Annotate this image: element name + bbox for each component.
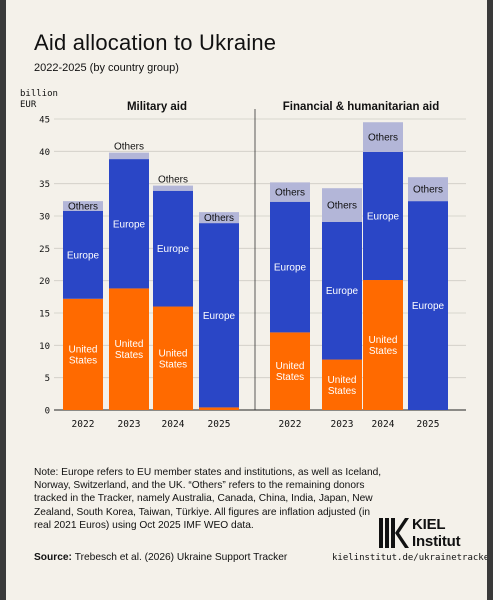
segment-label: Others	[327, 201, 357, 212]
segment-label: United	[328, 375, 357, 386]
y-tick-label: 0	[45, 407, 50, 417]
y-tick-label: 35	[39, 180, 50, 190]
source-label: Source:	[34, 552, 72, 563]
segment-label: United	[69, 344, 98, 355]
x-tick-label: 2022	[279, 419, 302, 430]
bar-segment	[322, 188, 362, 222]
y-unit-label-line-1: billion	[20, 89, 58, 99]
bar-segment	[408, 177, 448, 202]
segment-label: States	[328, 386, 356, 397]
bar-segment	[109, 159, 149, 289]
y-tick-label: 45	[39, 116, 50, 126]
bar-segment	[109, 152, 149, 160]
x-tick-label: 2024	[372, 419, 395, 430]
segment-label: States	[115, 350, 143, 361]
bar-segment	[153, 306, 193, 410]
segment-label: States	[159, 359, 187, 370]
panel-title: Military aid	[127, 101, 187, 113]
panel-title: Financial & humanitarian aid	[283, 101, 440, 113]
bar-segment	[408, 201, 448, 410]
chart-source: Source: Trebesch et al. (2026) Ukraine S…	[34, 552, 287, 563]
logo-text: KIEL Institut	[412, 516, 461, 550]
bar-segment	[63, 201, 103, 211]
bar-segment	[199, 212, 239, 224]
segment-label: States	[69, 355, 97, 366]
bar-segment	[270, 182, 310, 202]
x-tick-label: 2025	[417, 419, 440, 430]
segment-label: Europe	[203, 311, 236, 322]
y-tick-label: 10	[39, 342, 50, 352]
segment-label: Europe	[157, 244, 190, 255]
bar-segment	[363, 280, 403, 410]
bar-segment	[109, 288, 149, 410]
y-tick-label: 25	[39, 245, 50, 255]
segment-label: Europe	[113, 219, 146, 230]
segment-label: Others	[68, 201, 98, 212]
bar-segment	[270, 332, 310, 410]
segment-label: Europe	[326, 286, 359, 297]
segment-label: United	[276, 361, 305, 372]
kiel-institut-logo: KIEL Institut	[378, 516, 468, 552]
bar-segment	[322, 221, 362, 360]
bar-segment	[363, 151, 403, 281]
chart-subtitle: 2022-2025 (by country group)	[34, 62, 179, 74]
source-url: kielinstitut.de/ukrainetracker	[332, 553, 487, 563]
bar-segment	[153, 185, 193, 191]
bar-segment	[270, 201, 310, 333]
logo-line-2: Institut	[412, 533, 461, 550]
segment-label: States	[369, 346, 397, 357]
segment-label: States	[276, 372, 304, 383]
bar-segment	[153, 190, 193, 307]
segment-label: Europe	[367, 212, 400, 223]
segment-label: Europe	[412, 301, 445, 312]
segment-label: Others	[275, 188, 305, 199]
segment-label: Others	[114, 142, 144, 153]
bar-segment	[63, 210, 103, 299]
x-tick-label: 2024	[162, 419, 185, 430]
bar-segment	[63, 298, 103, 410]
y-unit-label-line-2: EUR	[20, 100, 37, 110]
chart-note: Note: Europe refers to EU member states …	[34, 467, 382, 531]
segment-label: Others	[413, 185, 443, 196]
segment-label: Others	[368, 133, 398, 144]
y-tick-label: 20	[39, 277, 50, 287]
bar-segment	[199, 223, 239, 408]
x-tick-label: 2022	[72, 419, 95, 430]
kiel-logo-mark-icon	[379, 518, 409, 548]
segment-label: Europe	[274, 263, 307, 274]
y-tick-label: 15	[39, 310, 50, 320]
bar-segment	[322, 359, 362, 410]
segment-label: Europe	[67, 250, 100, 261]
y-tick-label: 40	[39, 148, 50, 158]
chart-title: Aid allocation to Ukraine	[34, 30, 277, 55]
y-tick-label: 5	[45, 374, 50, 384]
segment-label: Others	[158, 175, 188, 186]
segment-label: United	[369, 335, 398, 346]
source-text: Trebesch et al. (2026) Ukraine Support T…	[74, 552, 288, 563]
segment-label: United	[115, 339, 144, 350]
segment-label: Others	[204, 213, 234, 224]
segment-label: United	[159, 348, 188, 359]
chart-card: Aid allocation to Ukraine 2022-2025 (by …	[6, 0, 487, 600]
x-tick-label: 2023	[331, 419, 354, 430]
bar-segment	[199, 407, 239, 410]
logo-line-1: KIEL	[412, 516, 446, 533]
bar-segment	[363, 122, 403, 152]
y-tick-label: 30	[39, 213, 50, 223]
x-tick-label: 2025	[208, 419, 231, 430]
x-tick-label: 2023	[118, 419, 141, 430]
